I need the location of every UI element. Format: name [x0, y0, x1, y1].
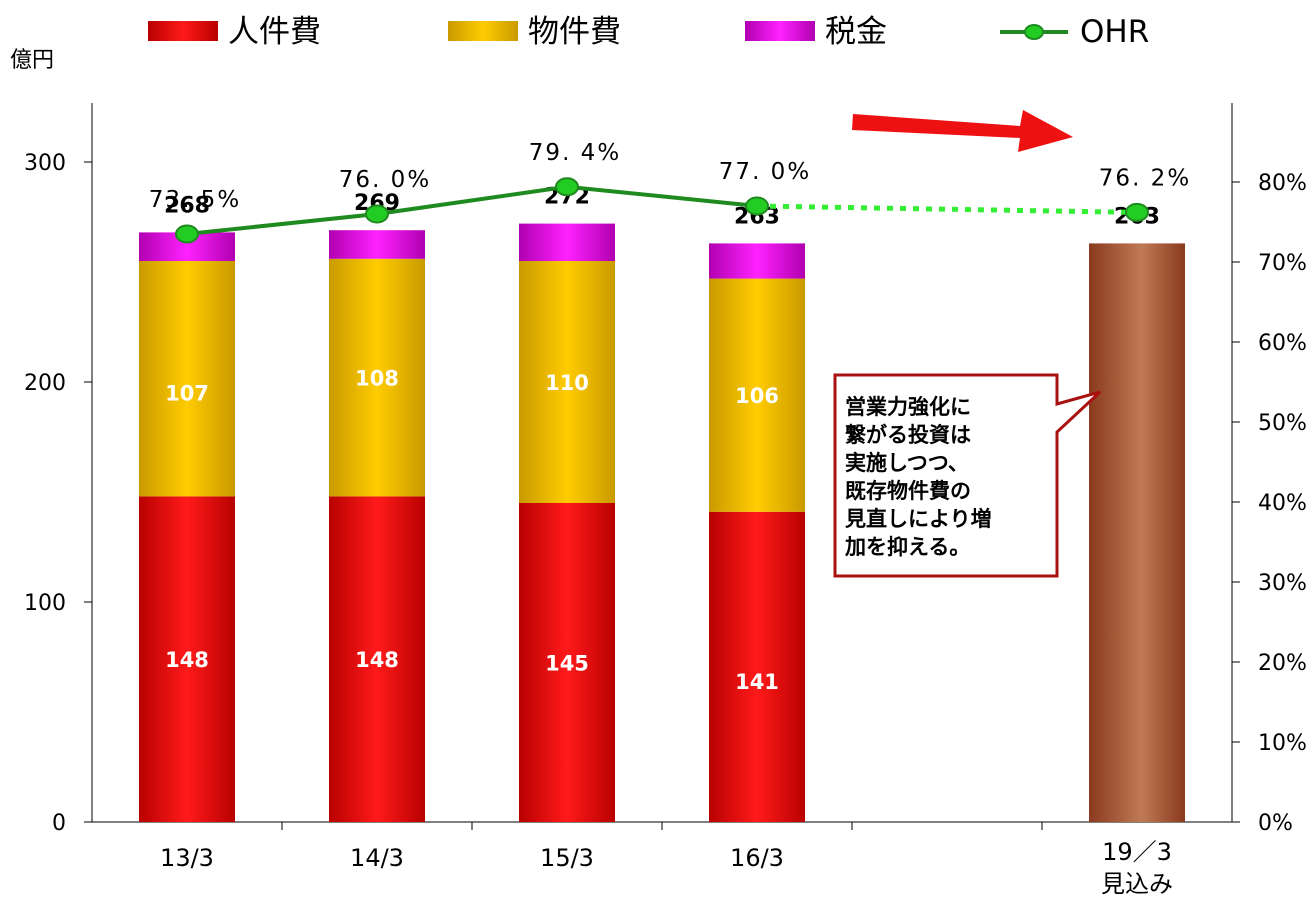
- right-tick-label: 0%: [1258, 811, 1293, 836]
- legend-label-ohr: OHR: [1080, 14, 1149, 50]
- bar-value-label-personnel: 148: [165, 648, 209, 672]
- left-axis-unit: 億円: [10, 48, 54, 73]
- left-tick-label: 300: [24, 151, 66, 176]
- ohr-label: 79. 4%: [529, 140, 621, 166]
- bar-segment-property: [519, 261, 615, 503]
- callout-line-6: 加を抑える。: [844, 535, 970, 559]
- category-labels: 13/3 14/3 15/3 16/3 19／3 見込み: [160, 838, 1173, 898]
- bar-segment-tax: [329, 230, 425, 259]
- right-tick-label: 10%: [1258, 731, 1307, 756]
- bar-value-label-property: 107: [165, 382, 209, 406]
- bar-segment-tax: [519, 223, 615, 261]
- x-axis-ticks: [281, 822, 1043, 830]
- bar-segment-personnel: [709, 511, 805, 822]
- bar-total-label: 268: [164, 193, 210, 218]
- category-label: 13/3: [160, 844, 214, 872]
- left-tick-label: 200: [24, 371, 66, 396]
- right-axis-ticks: 0% 10% 20% 30% 40% 50% 60% 70% 80%: [1232, 171, 1307, 836]
- ohr-label: 77. 0%: [719, 159, 811, 185]
- legend-swatch-personnel: [148, 21, 218, 41]
- ohr-point: [365, 204, 389, 224]
- callout-line-1: 営業力強化に: [845, 395, 971, 419]
- ohr-point: [1125, 202, 1149, 222]
- right-tick-label: 30%: [1258, 571, 1307, 596]
- bar-value-label-personnel: 145: [545, 652, 589, 676]
- trend-arrow: [852, 110, 1073, 152]
- category-label: 16/3: [730, 844, 784, 872]
- ohr-label: 73. 5%: [149, 187, 241, 213]
- callout-line-4: 既存物件費の: [845, 479, 971, 503]
- callout-line-3: 実施しつつ、: [845, 451, 969, 475]
- category-sublabel: 見込み: [1101, 870, 1173, 898]
- legend-swatch-property: [448, 21, 518, 41]
- legend-swatch-tax: [745, 21, 815, 41]
- ohr-label: 76. 2%: [1099, 165, 1191, 191]
- category-label: 15/3: [540, 844, 594, 872]
- callout-line-2: 繋がる投資は: [845, 423, 971, 447]
- legend-marker-ohr: [1024, 24, 1044, 40]
- bar-segment-personnel: [329, 496, 425, 822]
- left-tick-label: 0: [52, 811, 66, 836]
- category-label: 19／3: [1102, 838, 1172, 866]
- bar-segment-tax: [709, 243, 805, 279]
- bars: 148107268148108269145110272141106263263: [139, 185, 1185, 822]
- left-tick-label: 100: [24, 591, 66, 616]
- bar-segment-property: [139, 261, 235, 497]
- category-label: 14/3: [350, 844, 404, 872]
- bar-value-label-property: 110: [545, 371, 589, 395]
- bar-value-label-personnel: 141: [735, 670, 779, 694]
- right-tick-label: 40%: [1258, 491, 1307, 516]
- right-tick-label: 50%: [1258, 411, 1307, 436]
- legend-label-property: 物件費: [528, 14, 621, 50]
- right-tick-label: 70%: [1258, 251, 1307, 276]
- right-tick-label: 60%: [1258, 331, 1307, 356]
- ohr-point: [745, 196, 769, 216]
- legend: 人件費 物件費 税金 OHR: [148, 14, 1149, 50]
- legend-label-tax: 税金: [825, 14, 887, 50]
- ohr-point: [555, 177, 579, 197]
- bar-segment-property: [709, 278, 805, 512]
- callout-line-5: 見直しにより増: [845, 507, 992, 531]
- legend-label-personnel: 人件費: [228, 14, 321, 50]
- bar-segment-personnel: [139, 496, 235, 822]
- bar-segment-property: [329, 258, 425, 497]
- callout: 営業力強化に 繋がる投資は 実施しつつ、 既存物件費の 見直しにより増 加を抑え…: [833, 373, 1102, 578]
- right-tick-label: 80%: [1258, 171, 1307, 196]
- bar-segment-personnel: [519, 503, 615, 822]
- ohr-line: [186, 184, 758, 236]
- ohr-forecast-line: [756, 203, 1138, 215]
- bar-value-label-property: 108: [355, 367, 399, 391]
- ohr-series: 73. 5% 76. 0% 79. 4% 77. 0% 76. 2%: [149, 140, 1191, 244]
- bar-value-label-personnel: 148: [355, 648, 399, 672]
- ohr-label: 76. 0%: [339, 167, 431, 193]
- callout-box: [833, 373, 1102, 578]
- ohr-point: [175, 224, 199, 244]
- right-tick-label: 20%: [1258, 651, 1307, 676]
- bar-value-label-property: 106: [735, 384, 779, 408]
- bar-forecast: [1089, 243, 1185, 822]
- left-axis-ticks: 0 100 200 300: [24, 151, 92, 836]
